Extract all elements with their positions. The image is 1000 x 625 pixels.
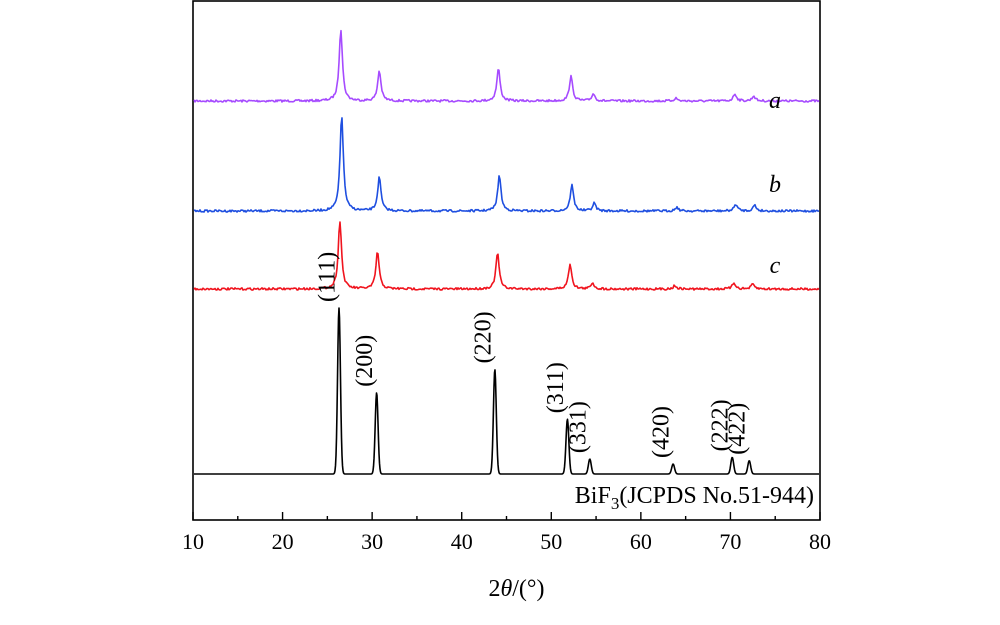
series-b-label: b	[769, 172, 781, 198]
hkl-label: (420)	[649, 406, 675, 458]
x-tick-label: 40	[451, 529, 473, 554]
x-tick-label: 10	[182, 529, 204, 554]
x-tick-label: 30	[361, 529, 383, 554]
hkl-label: (311)	[543, 362, 569, 413]
hkl-label: (222)	[708, 399, 734, 451]
x-tick-label: 80	[809, 529, 831, 554]
series-labels: a b c	[769, 88, 781, 279]
series-b-trace	[193, 117, 819, 213]
x-tick-label: 50	[540, 529, 562, 554]
series-c-label: c	[770, 253, 781, 279]
hkl-label: (331)	[565, 401, 591, 453]
hkl-label: (220)	[470, 311, 496, 363]
reference-pattern: (111) (200) (220) (311)(331) (420) (222)(422)	[193, 252, 820, 475]
series-traces	[193, 29, 820, 291]
reference-label: BiF3(JCPDS No.51-944)	[575, 483, 814, 513]
series-c-trace	[193, 221, 820, 291]
hkl-label: (422)	[725, 403, 751, 455]
x-tick-label: 20	[272, 529, 294, 554]
x-tick-label: 70	[719, 529, 741, 554]
reference-trace	[193, 307, 820, 475]
series-a-label: a	[769, 88, 781, 114]
x-tick-label: 60	[630, 529, 652, 554]
hkl-label: (200)	[352, 335, 378, 387]
series-a-trace	[193, 29, 820, 103]
x-axis-title: 2θ/(°)	[488, 576, 544, 602]
hkl-label: (111)	[315, 252, 341, 302]
x-axis: 10 20 30 40 50 60 70 80	[182, 512, 831, 554]
